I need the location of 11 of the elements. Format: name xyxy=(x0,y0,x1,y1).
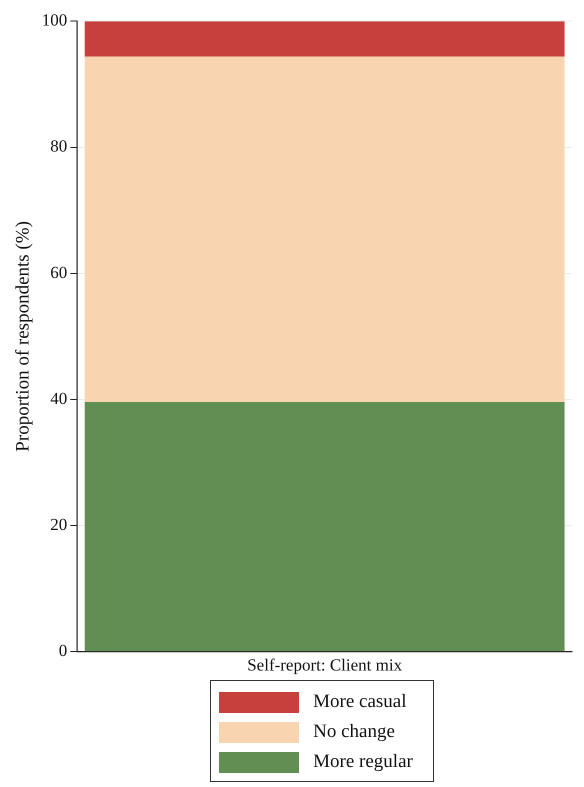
legend-label: No change xyxy=(313,721,395,743)
y-axis-title: Proportion of respondents (%) xyxy=(12,221,34,452)
legend-label: More regular xyxy=(313,751,413,773)
y-tick-label: 40 xyxy=(50,388,68,408)
y-tick-label: 100 xyxy=(42,10,68,30)
y-tick-label: 80 xyxy=(50,136,68,156)
y-tick-label: 60 xyxy=(50,262,68,282)
y-tick-label: 0 xyxy=(58,641,68,660)
y-tick-label: 20 xyxy=(50,514,68,534)
x-axis-title: Self-report: Client mix xyxy=(247,655,403,674)
legend-label: More casual xyxy=(313,691,407,713)
